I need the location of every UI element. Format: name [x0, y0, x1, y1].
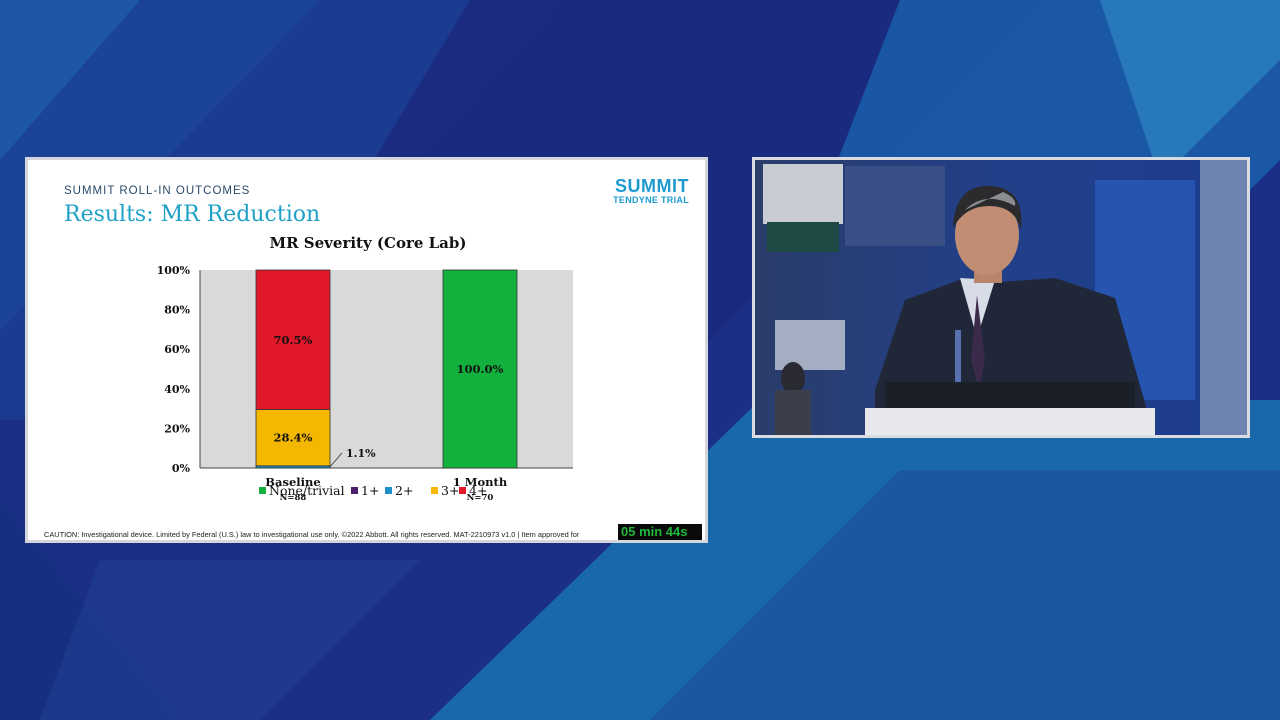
y-tick-label: 0%	[172, 462, 191, 475]
summit-logo: SUMMIT TENDYNE TRIAL	[613, 177, 689, 206]
speaker-image	[755, 160, 1247, 435]
legend-label: 1+	[361, 483, 379, 498]
y-tick-label: 80%	[164, 304, 190, 317]
legend-swatch	[351, 487, 358, 494]
bar-segment	[255, 269, 331, 410]
logo-line-2: TENDYNE TRIAL	[613, 195, 689, 205]
legend-swatch	[259, 487, 266, 494]
legend-label: 4+	[469, 483, 487, 498]
data-label: 28.4%	[274, 431, 313, 445]
y-tick-label: 100%	[157, 264, 191, 277]
legend-label: 2+	[395, 483, 413, 498]
speaker-video	[752, 157, 1250, 438]
mr-severity-chart: MR Severity (Core Lab) 0% 20% 40% 60% 80% 100%…	[157, 234, 573, 503]
data-label-leader	[329, 452, 343, 468]
data-label: 1.1%	[346, 447, 376, 460]
slide-title: Results: MR Reduction	[64, 202, 321, 227]
logo-line-1: SUMMIT	[615, 176, 689, 196]
y-tick-label: 40%	[164, 383, 190, 396]
data-label: 70.5%	[274, 333, 313, 347]
legend-swatch	[459, 487, 466, 494]
bar-segment	[442, 269, 518, 469]
legend-swatch	[385, 487, 392, 494]
x-tick-label: Baseline	[265, 475, 320, 489]
x-tick-label: 1 Month	[453, 475, 508, 489]
y-tick-label: 20%	[164, 422, 190, 435]
legend-label: 3+	[441, 483, 459, 498]
presentation-slide: SUMMIT ROLL-IN OUTCOMES Results: MR Redu…	[25, 157, 708, 543]
y-tick-label: 60%	[164, 343, 190, 356]
bar-segment	[255, 409, 331, 467]
x-tick-n-label: N=70	[467, 493, 494, 503]
legend-label: None/trivial	[269, 483, 345, 498]
data-label: 100.0%	[457, 362, 504, 376]
slide-footer: CAUTION: Investigational device. Limited…	[44, 530, 580, 539]
x-tick-n-label: N=88	[280, 493, 307, 503]
slide-eyebrow: SUMMIT ROLL-IN OUTCOMES	[64, 185, 251, 197]
chart-title: MR Severity (Core Lab)	[270, 234, 467, 252]
countdown-timer: 05 min 44s	[618, 524, 702, 540]
legend-swatch	[431, 487, 438, 494]
